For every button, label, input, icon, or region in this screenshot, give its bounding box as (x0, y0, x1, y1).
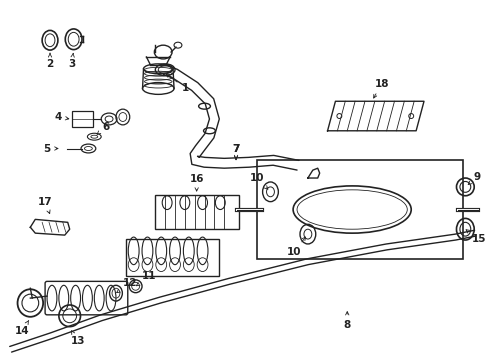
Text: 18: 18 (373, 78, 388, 98)
Text: 14: 14 (15, 320, 30, 336)
Bar (125, 239, 219, 276)
Text: 9: 9 (467, 172, 480, 185)
Text: 11: 11 (136, 271, 156, 286)
Text: 12: 12 (117, 278, 137, 293)
Text: 2: 2 (46, 53, 54, 69)
Text: 16: 16 (189, 174, 203, 191)
Text: 1: 1 (166, 74, 189, 94)
Text: 7: 7 (232, 144, 239, 159)
Bar (155, 195, 239, 229)
Text: 8: 8 (343, 312, 350, 330)
Text: 13: 13 (70, 331, 84, 346)
Text: 4: 4 (54, 112, 69, 122)
Text: 7: 7 (232, 144, 239, 159)
Text: 10: 10 (249, 173, 267, 189)
Bar (72, 111, 93, 127)
Text: 15: 15 (465, 230, 486, 244)
Text: 3: 3 (68, 53, 75, 69)
Text: 6: 6 (97, 122, 109, 134)
Bar (256, 160, 463, 259)
Text: 17: 17 (38, 197, 52, 213)
Text: 10: 10 (286, 237, 305, 257)
Text: 5: 5 (43, 144, 58, 153)
